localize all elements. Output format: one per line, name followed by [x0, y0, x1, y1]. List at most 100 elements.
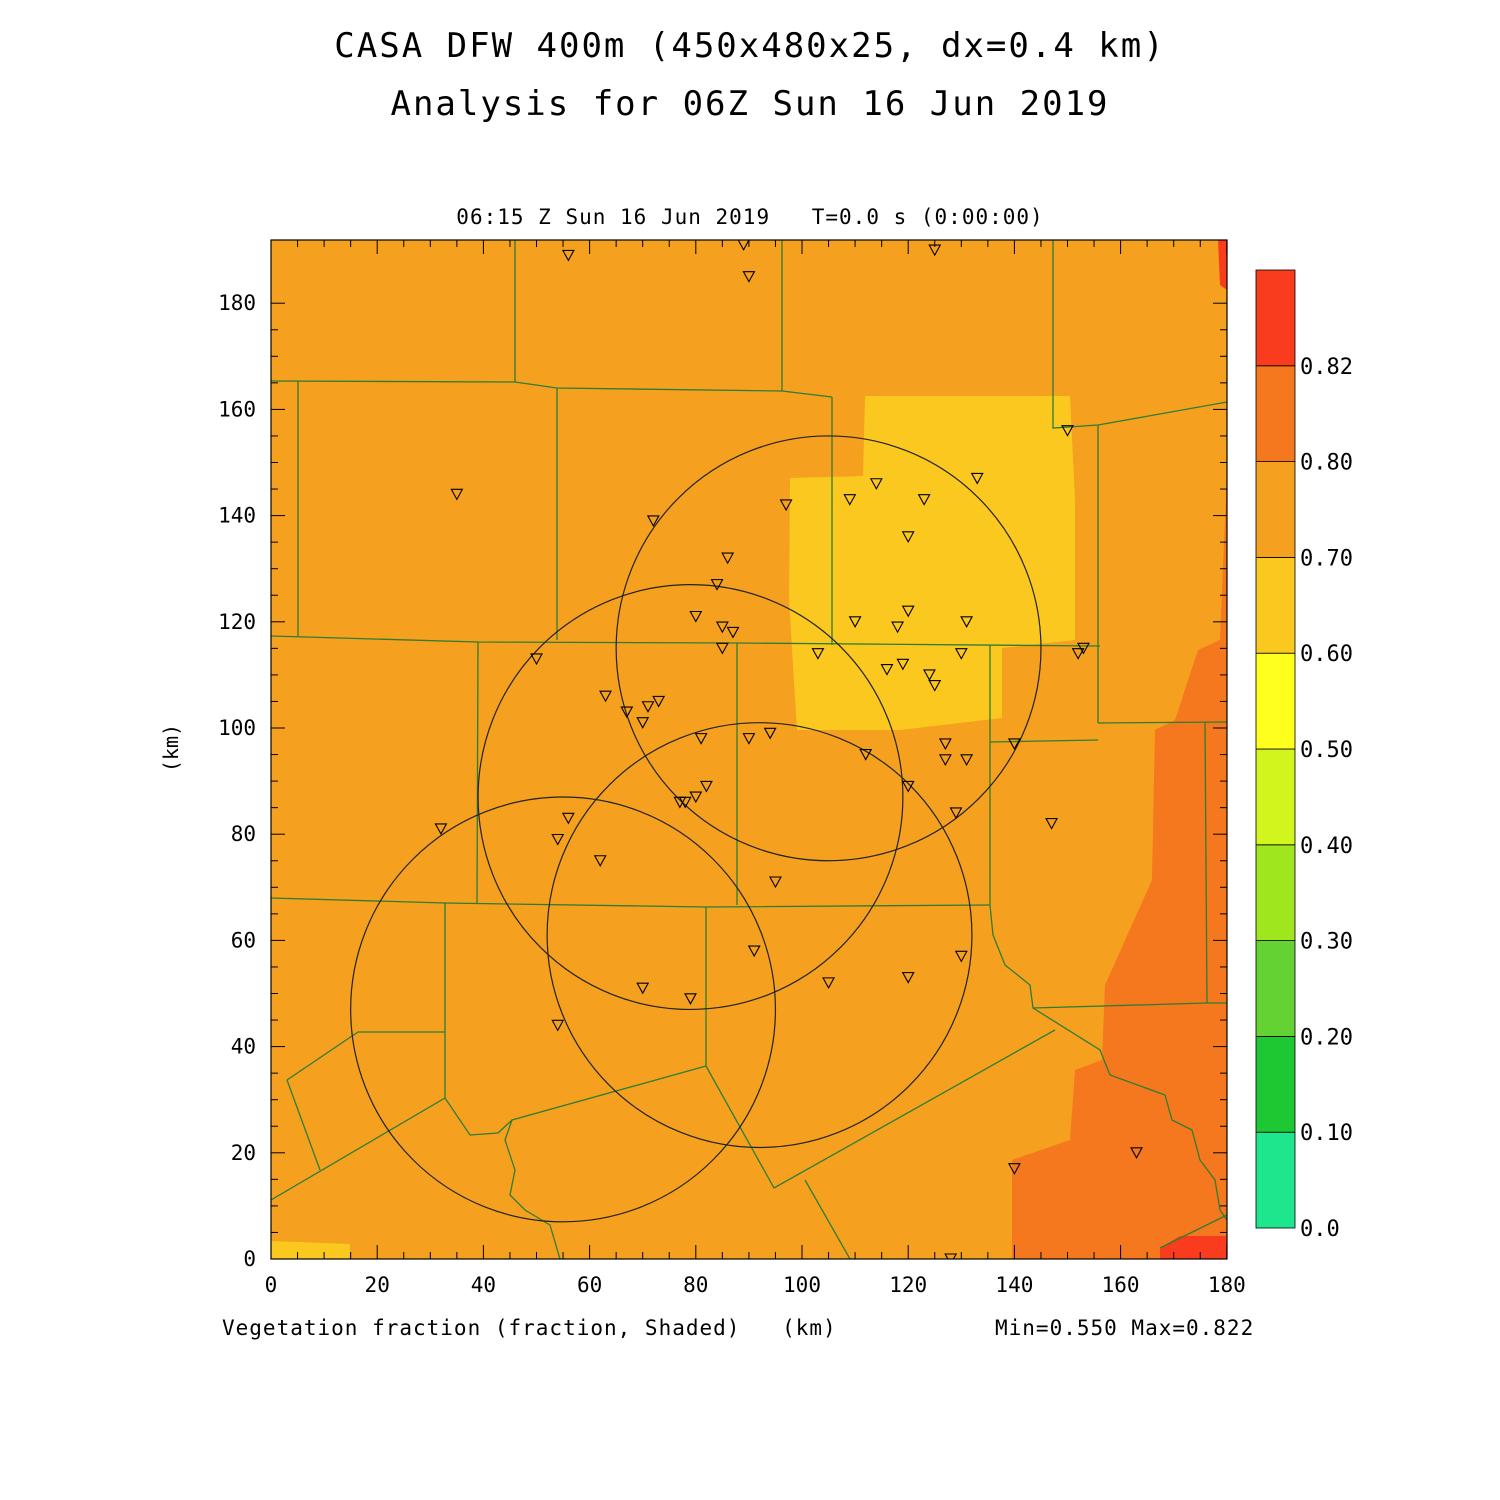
station-marker: [710, 579, 724, 591]
radar-ring: [350, 796, 777, 1223]
station-marker: [450, 488, 464, 501]
station-marker: [561, 812, 575, 825]
county-line: [989, 904, 1227, 1009]
colorbar-label: 0.60: [1300, 642, 1353, 667]
x-tick-label: 40: [471, 1273, 496, 1297]
x-tick-label: 100: [783, 1273, 821, 1297]
subtitle-time: 06:15 Z Sun 16 Jun 2019: [456, 205, 771, 229]
x-tick-label: 60: [577, 1273, 602, 1297]
station-marker: [1007, 1163, 1021, 1175]
station-marker: [901, 972, 915, 984]
station-marker: [715, 642, 729, 655]
station-marker: [822, 977, 835, 990]
station-marker: [673, 796, 687, 809]
y-tick-label: 60: [231, 928, 256, 952]
colorbar-swatch: [1255, 557, 1296, 654]
station-marker: [928, 679, 942, 692]
county-line: [286, 1079, 321, 1171]
station-marker: [949, 807, 963, 820]
colorbar-swatch: [1255, 844, 1296, 941]
y-axis-tick-labels: 0 20 40 60 80 100 120 140 160 180: [218, 291, 256, 1271]
radar-ring: [477, 584, 904, 1011]
x-axis-label: (km): [782, 1316, 837, 1340]
county-line: [286, 1031, 445, 1081]
station-marker: [551, 833, 565, 846]
colorbar-label: 0.10: [1300, 1121, 1353, 1146]
station-marker: [684, 993, 697, 1005]
colorbar-label: 0.20: [1300, 1025, 1353, 1050]
station-marker: [530, 653, 543, 666]
shaded-field: [271, 240, 1227, 1259]
observation-stations: [434, 240, 1143, 1259]
y-tick-label: 40: [231, 1035, 256, 1059]
county-line: [271, 635, 1101, 647]
colorbar: [1255, 269, 1296, 1229]
station-marker: [954, 648, 968, 660]
x-tick-label: 160: [1102, 1273, 1140, 1297]
colorbar-label: 0.82: [1300, 355, 1353, 380]
station-marker: [593, 855, 607, 867]
station-marker: [901, 780, 915, 793]
station-marker: [869, 478, 883, 490]
y-tick-label: 0: [243, 1247, 256, 1271]
station-marker: [694, 733, 708, 745]
colorbar-label: 0.80: [1300, 451, 1353, 476]
x-tick-label: 80: [683, 1273, 708, 1297]
county-line: [271, 1065, 707, 1201]
station-marker: [434, 823, 448, 836]
station-marker: [689, 791, 703, 804]
county-line: [476, 641, 479, 904]
station-marker: [551, 1019, 565, 1032]
county-line: [705, 1029, 1056, 1189]
station-marker: [944, 1253, 958, 1259]
y-tick-label: 80: [231, 822, 256, 846]
colorbar-swatch: [1255, 1036, 1296, 1133]
station-marker: [1045, 818, 1059, 830]
station-marker: [811, 648, 825, 660]
colorbar-swatch: [1255, 748, 1296, 846]
radar-ring: [546, 722, 973, 1149]
colorbar-swatch: [1255, 269, 1296, 367]
station-marker: [636, 717, 650, 729]
subtitle-elapsed: T=0.0 s (0:00:00): [811, 205, 1044, 229]
county-line: [1159, 1214, 1227, 1249]
county-line: [1204, 721, 1208, 1004]
colorbar-swatch: [1255, 365, 1296, 462]
station-marker: [1007, 738, 1021, 751]
title-line-1: CASA DFW 400m (450x480x25, dx=0.4 km): [334, 26, 1166, 66]
station-marker: [843, 494, 857, 506]
station-marker: [763, 727, 777, 740]
low-vegetation-region: [271, 396, 1075, 1259]
colorbar-swatch: [1255, 940, 1296, 1037]
colorbar-swatch: [1255, 461, 1296, 558]
station-marker: [747, 945, 761, 958]
min-max-readout: Min=0.550 Max=0.822: [995, 1316, 1255, 1340]
colorbar-label: 0.70: [1300, 546, 1353, 571]
station-marker: [599, 690, 612, 703]
county-line: [804, 1179, 851, 1259]
station-marker: [923, 669, 936, 682]
radar-ring: [615, 435, 1042, 862]
colorbar-label: 0.0: [1300, 1217, 1340, 1242]
station-marker: [641, 701, 655, 713]
field-description: Vegetation fraction (fraction, Shaded) (…: [222, 1316, 837, 1340]
y-tick-label: 120: [218, 610, 256, 634]
station-marker: [954, 950, 968, 963]
county-line: [1032, 1007, 1227, 1221]
x-tick-label: 120: [889, 1273, 927, 1297]
y-tick-label: 140: [218, 504, 256, 528]
title-line-2: Analysis for 06Z Sun 16 Jun 2019: [390, 84, 1110, 124]
station-marker: [652, 695, 666, 708]
station-marker: [896, 658, 910, 671]
station-marker: [891, 621, 905, 634]
county-boundaries: [271, 240, 1227, 1259]
y-tick-label: 20: [231, 1141, 256, 1165]
station-marker: [715, 621, 729, 634]
station-marker: [769, 876, 782, 889]
colorbar-label: 0.30: [1300, 930, 1353, 955]
station-marker: [721, 552, 735, 565]
county-line: [504, 1119, 561, 1259]
station-marker: [742, 271, 756, 283]
x-tick-label: 20: [365, 1273, 390, 1297]
